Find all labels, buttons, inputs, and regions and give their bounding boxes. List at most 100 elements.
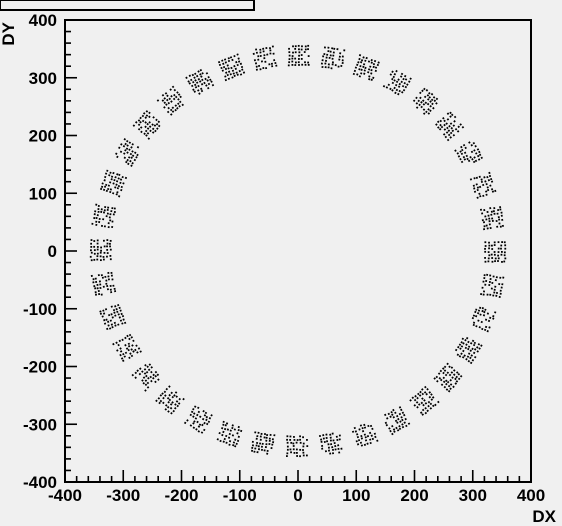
cluster-25 — [99, 303, 127, 331]
data-point — [493, 291, 496, 294]
data-point — [494, 311, 497, 314]
data-point — [419, 390, 422, 394]
data-point — [221, 427, 224, 430]
data-point — [397, 92, 400, 96]
data-point — [142, 376, 146, 379]
data-point — [146, 365, 149, 368]
data-point — [93, 285, 96, 288]
data-point — [398, 425, 401, 428]
data-point — [139, 120, 142, 124]
data-point — [121, 175, 124, 179]
data-point — [399, 75, 403, 78]
data-point — [457, 377, 461, 381]
data-point — [108, 216, 111, 219]
x-tick-label: -200 — [164, 486, 198, 505]
data-point — [467, 352, 471, 355]
data-point — [487, 214, 490, 217]
data-point — [401, 91, 404, 94]
y-tick-label: -100 — [23, 300, 57, 319]
x-tick-labels: -400 -300 -200 -100 0 100 200 300 400 — [48, 486, 545, 505]
data-point — [327, 63, 330, 66]
data-point — [263, 449, 266, 452]
data-point — [157, 124, 161, 128]
data-point — [372, 65, 375, 69]
data-point — [472, 321, 476, 324]
data-point — [235, 71, 238, 74]
data-point — [107, 313, 111, 317]
data-point — [334, 445, 337, 448]
data-point — [97, 274, 100, 277]
data-point — [93, 245, 96, 248]
data-point — [332, 54, 335, 57]
data-point — [371, 437, 375, 441]
data-point — [187, 80, 190, 83]
data-point — [169, 406, 173, 410]
data-point — [454, 127, 458, 131]
data-point — [392, 408, 395, 412]
data-point — [174, 403, 177, 406]
data-point — [499, 208, 502, 211]
data-point — [412, 99, 416, 102]
data-point — [132, 124, 136, 127]
data-point — [199, 415, 202, 418]
cluster-21 — [183, 405, 213, 434]
data-point — [106, 284, 109, 288]
data-point — [168, 393, 171, 397]
data-point — [295, 441, 298, 444]
data-point — [120, 188, 123, 192]
data-point — [483, 225, 486, 228]
data-point — [455, 371, 459, 374]
data-point — [152, 116, 155, 119]
data-point — [127, 162, 130, 166]
data-point — [115, 152, 118, 155]
data-point — [443, 119, 446, 123]
data-point — [287, 64, 290, 67]
data-point — [327, 50, 330, 53]
data-point — [137, 123, 141, 127]
data-point — [112, 171, 115, 175]
data-point — [294, 51, 297, 54]
data-point — [357, 61, 360, 64]
cluster-7 — [469, 171, 497, 199]
x-tick-label: 300 — [459, 486, 487, 505]
data-point — [499, 292, 502, 295]
data-point — [501, 224, 504, 227]
cluster-29 — [99, 169, 128, 198]
data-point — [478, 192, 481, 195]
data-point — [286, 448, 289, 451]
data-point — [360, 437, 364, 440]
data-point — [495, 291, 499, 294]
data-point — [138, 372, 142, 376]
data-point — [488, 220, 491, 223]
data-point — [501, 261, 503, 263]
data-point — [219, 439, 222, 443]
data-point — [360, 68, 363, 71]
data-point — [173, 394, 176, 397]
data-point — [133, 158, 137, 162]
data-point — [427, 404, 430, 408]
data-point — [294, 57, 297, 60]
cluster-33 — [185, 68, 215, 95]
data-point — [103, 225, 106, 228]
legend-box — [0, 0, 255, 11]
data-point — [471, 339, 475, 343]
data-point — [144, 125, 147, 129]
cluster-18 — [286, 435, 309, 458]
data-point — [460, 341, 463, 344]
data-point — [450, 366, 454, 369]
data-point — [102, 188, 106, 191]
data-point — [432, 404, 435, 408]
data-point — [226, 428, 230, 431]
data-point — [234, 445, 237, 448]
data-point — [93, 249, 96, 252]
data-point — [116, 187, 120, 190]
data-point — [109, 213, 112, 216]
data-point — [424, 385, 427, 389]
data-point — [462, 155, 466, 159]
data-point — [223, 58, 227, 61]
data-point — [300, 48, 303, 51]
data-point — [119, 347, 122, 350]
data-point — [492, 294, 495, 297]
data-point — [427, 108, 430, 111]
data-point — [307, 63, 310, 66]
